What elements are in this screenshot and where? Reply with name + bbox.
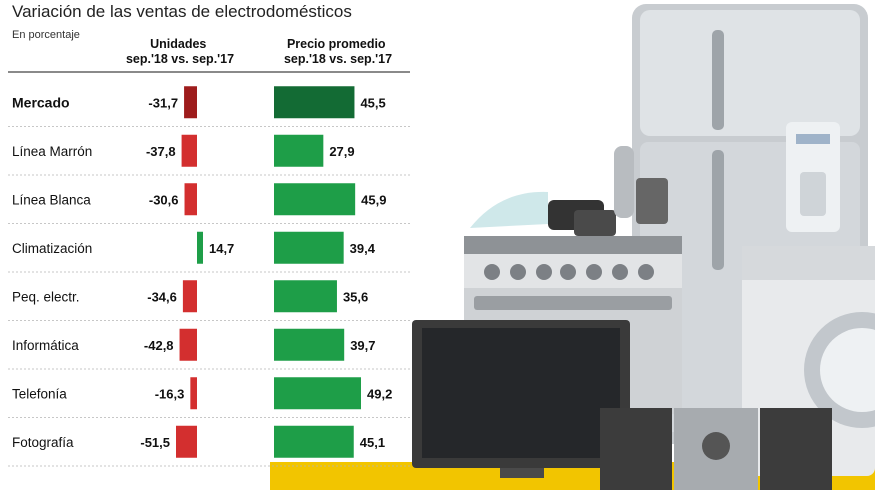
units-value-label: -51,5 bbox=[140, 435, 170, 450]
chart-title: Variación de las ventas de electrodomést… bbox=[12, 2, 352, 21]
iron-icon bbox=[470, 191, 548, 228]
monitor-icon bbox=[412, 320, 630, 478]
category-label: Fotografía bbox=[12, 435, 74, 450]
units-column-header: Unidades sep.'18 vs. sep.'17 bbox=[126, 37, 234, 66]
price-value-label: 45,9 bbox=[361, 192, 386, 207]
phone-base-icon bbox=[636, 178, 668, 224]
units-bar bbox=[184, 183, 197, 216]
price-value-label: 49,2 bbox=[367, 386, 392, 401]
photo-camera-icon bbox=[574, 210, 616, 236]
price-value-label: 45,5 bbox=[360, 95, 385, 110]
units-value-label: -31,7 bbox=[148, 95, 178, 110]
units-bar bbox=[182, 280, 197, 313]
units-bar bbox=[179, 328, 197, 361]
category-label: Línea Blanca bbox=[12, 192, 91, 207]
category-label: Telefonía bbox=[12, 386, 67, 401]
price-header-line1: Precio promedio bbox=[287, 37, 386, 51]
price-bar bbox=[274, 377, 361, 410]
category-label: Informática bbox=[12, 338, 79, 353]
units-value-label: -42,8 bbox=[144, 338, 174, 353]
units-header-line1: Unidades bbox=[150, 37, 206, 51]
price-bar bbox=[274, 183, 356, 216]
price-bar bbox=[274, 280, 337, 313]
appliances-illustration bbox=[270, 4, 875, 490]
price-bar bbox=[274, 86, 355, 119]
price-column-header: Precio promedio sep.'18 vs. sep.'17 bbox=[284, 37, 392, 66]
units-bar bbox=[197, 231, 203, 264]
units-bar bbox=[190, 377, 197, 410]
category-label: Peq. electr. bbox=[12, 289, 80, 304]
price-value-label: 35,6 bbox=[343, 289, 368, 304]
units-bar bbox=[176, 425, 197, 458]
units-value-label: 14,7 bbox=[209, 241, 234, 256]
chart-subtitle: En porcentaje bbox=[12, 29, 80, 41]
units-value-label: -16,3 bbox=[155, 386, 185, 401]
category-label: Línea Marrón bbox=[12, 144, 92, 159]
price-bar bbox=[274, 328, 345, 361]
price-header-line2: sep.'18 vs. sep.'17 bbox=[284, 52, 392, 66]
category-label: Climatización bbox=[12, 241, 92, 256]
price-value-label: 27,9 bbox=[329, 144, 354, 159]
units-value-label: -37,8 bbox=[146, 144, 176, 159]
units-bar bbox=[184, 86, 197, 119]
price-value-label: 39,4 bbox=[350, 241, 376, 256]
units-value-label: -34,6 bbox=[147, 289, 177, 304]
price-value-label: 39,7 bbox=[350, 338, 375, 353]
units-value-label: -30,6 bbox=[149, 192, 179, 207]
price-bar bbox=[274, 231, 344, 264]
category-label: Mercado bbox=[12, 94, 70, 110]
price-bar bbox=[274, 425, 354, 458]
chart-rows: Mercado -31,7 45,5 Línea Marrón -37,8 27,9 Lín… bbox=[8, 71, 410, 467]
stereo-system-icon bbox=[600, 408, 832, 490]
price-bar bbox=[274, 134, 324, 167]
cordless-phone-icon bbox=[614, 146, 634, 218]
units-bar bbox=[181, 134, 197, 167]
price-value-label: 45,1 bbox=[360, 435, 385, 450]
units-header-line2: sep.'18 vs. sep.'17 bbox=[126, 52, 234, 66]
